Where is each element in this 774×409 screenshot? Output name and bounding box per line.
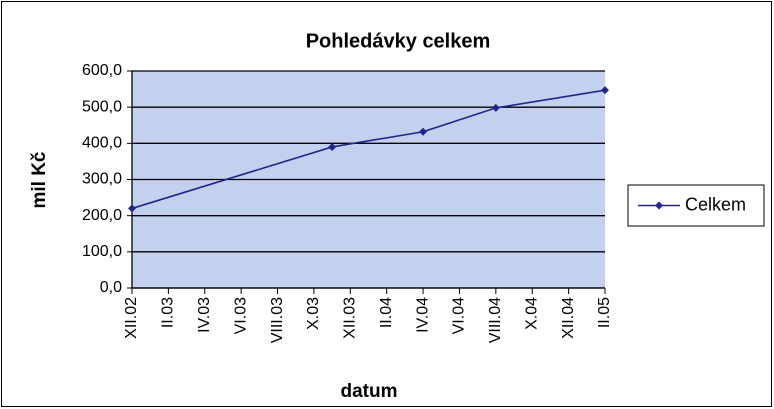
x-tick-label: II.05 [596,297,613,328]
x-tick-label: IV.03 [196,297,213,333]
legend-marker [655,201,663,210]
y-tick-label: 500,0 [82,98,122,115]
x-axis-label: datum [341,381,398,402]
x-tick-label: II.03 [160,297,177,328]
data-point [328,142,337,151]
x-tick-label: XII.02 [123,297,140,339]
y-tick-label: 300,0 [82,171,122,188]
data-point [491,103,500,112]
legend-label: Celkem [685,194,746,214]
data-point [128,204,136,213]
y-axis-label: mil Kč [29,151,50,208]
y-tick-label: 200,0 [82,207,122,224]
chart-title: Pohledávky celkem [306,30,491,52]
x-tick-label: XII.03 [342,297,359,339]
y-tick-label: 600,0 [82,62,122,79]
x-tick-label: IV.04 [414,297,431,333]
x-tick-label: VI.03 [232,297,249,334]
x-tick-label: VI.04 [451,297,468,334]
y-tick-label: 100,0 [82,243,122,260]
data-point [419,127,428,136]
x-tick-label: VIII.03 [269,297,286,343]
x-tick-label: X.04 [523,297,540,330]
x-tick-label: X.03 [305,297,322,330]
x-tick-label: VIII.04 [487,297,504,343]
y-tick-label: 400,0 [82,135,122,152]
x-tick-label: II.04 [378,297,395,328]
y-tick-label: 0,0 [100,279,122,296]
x-tick-label: XII.04 [560,297,577,339]
data-point [601,86,609,95]
